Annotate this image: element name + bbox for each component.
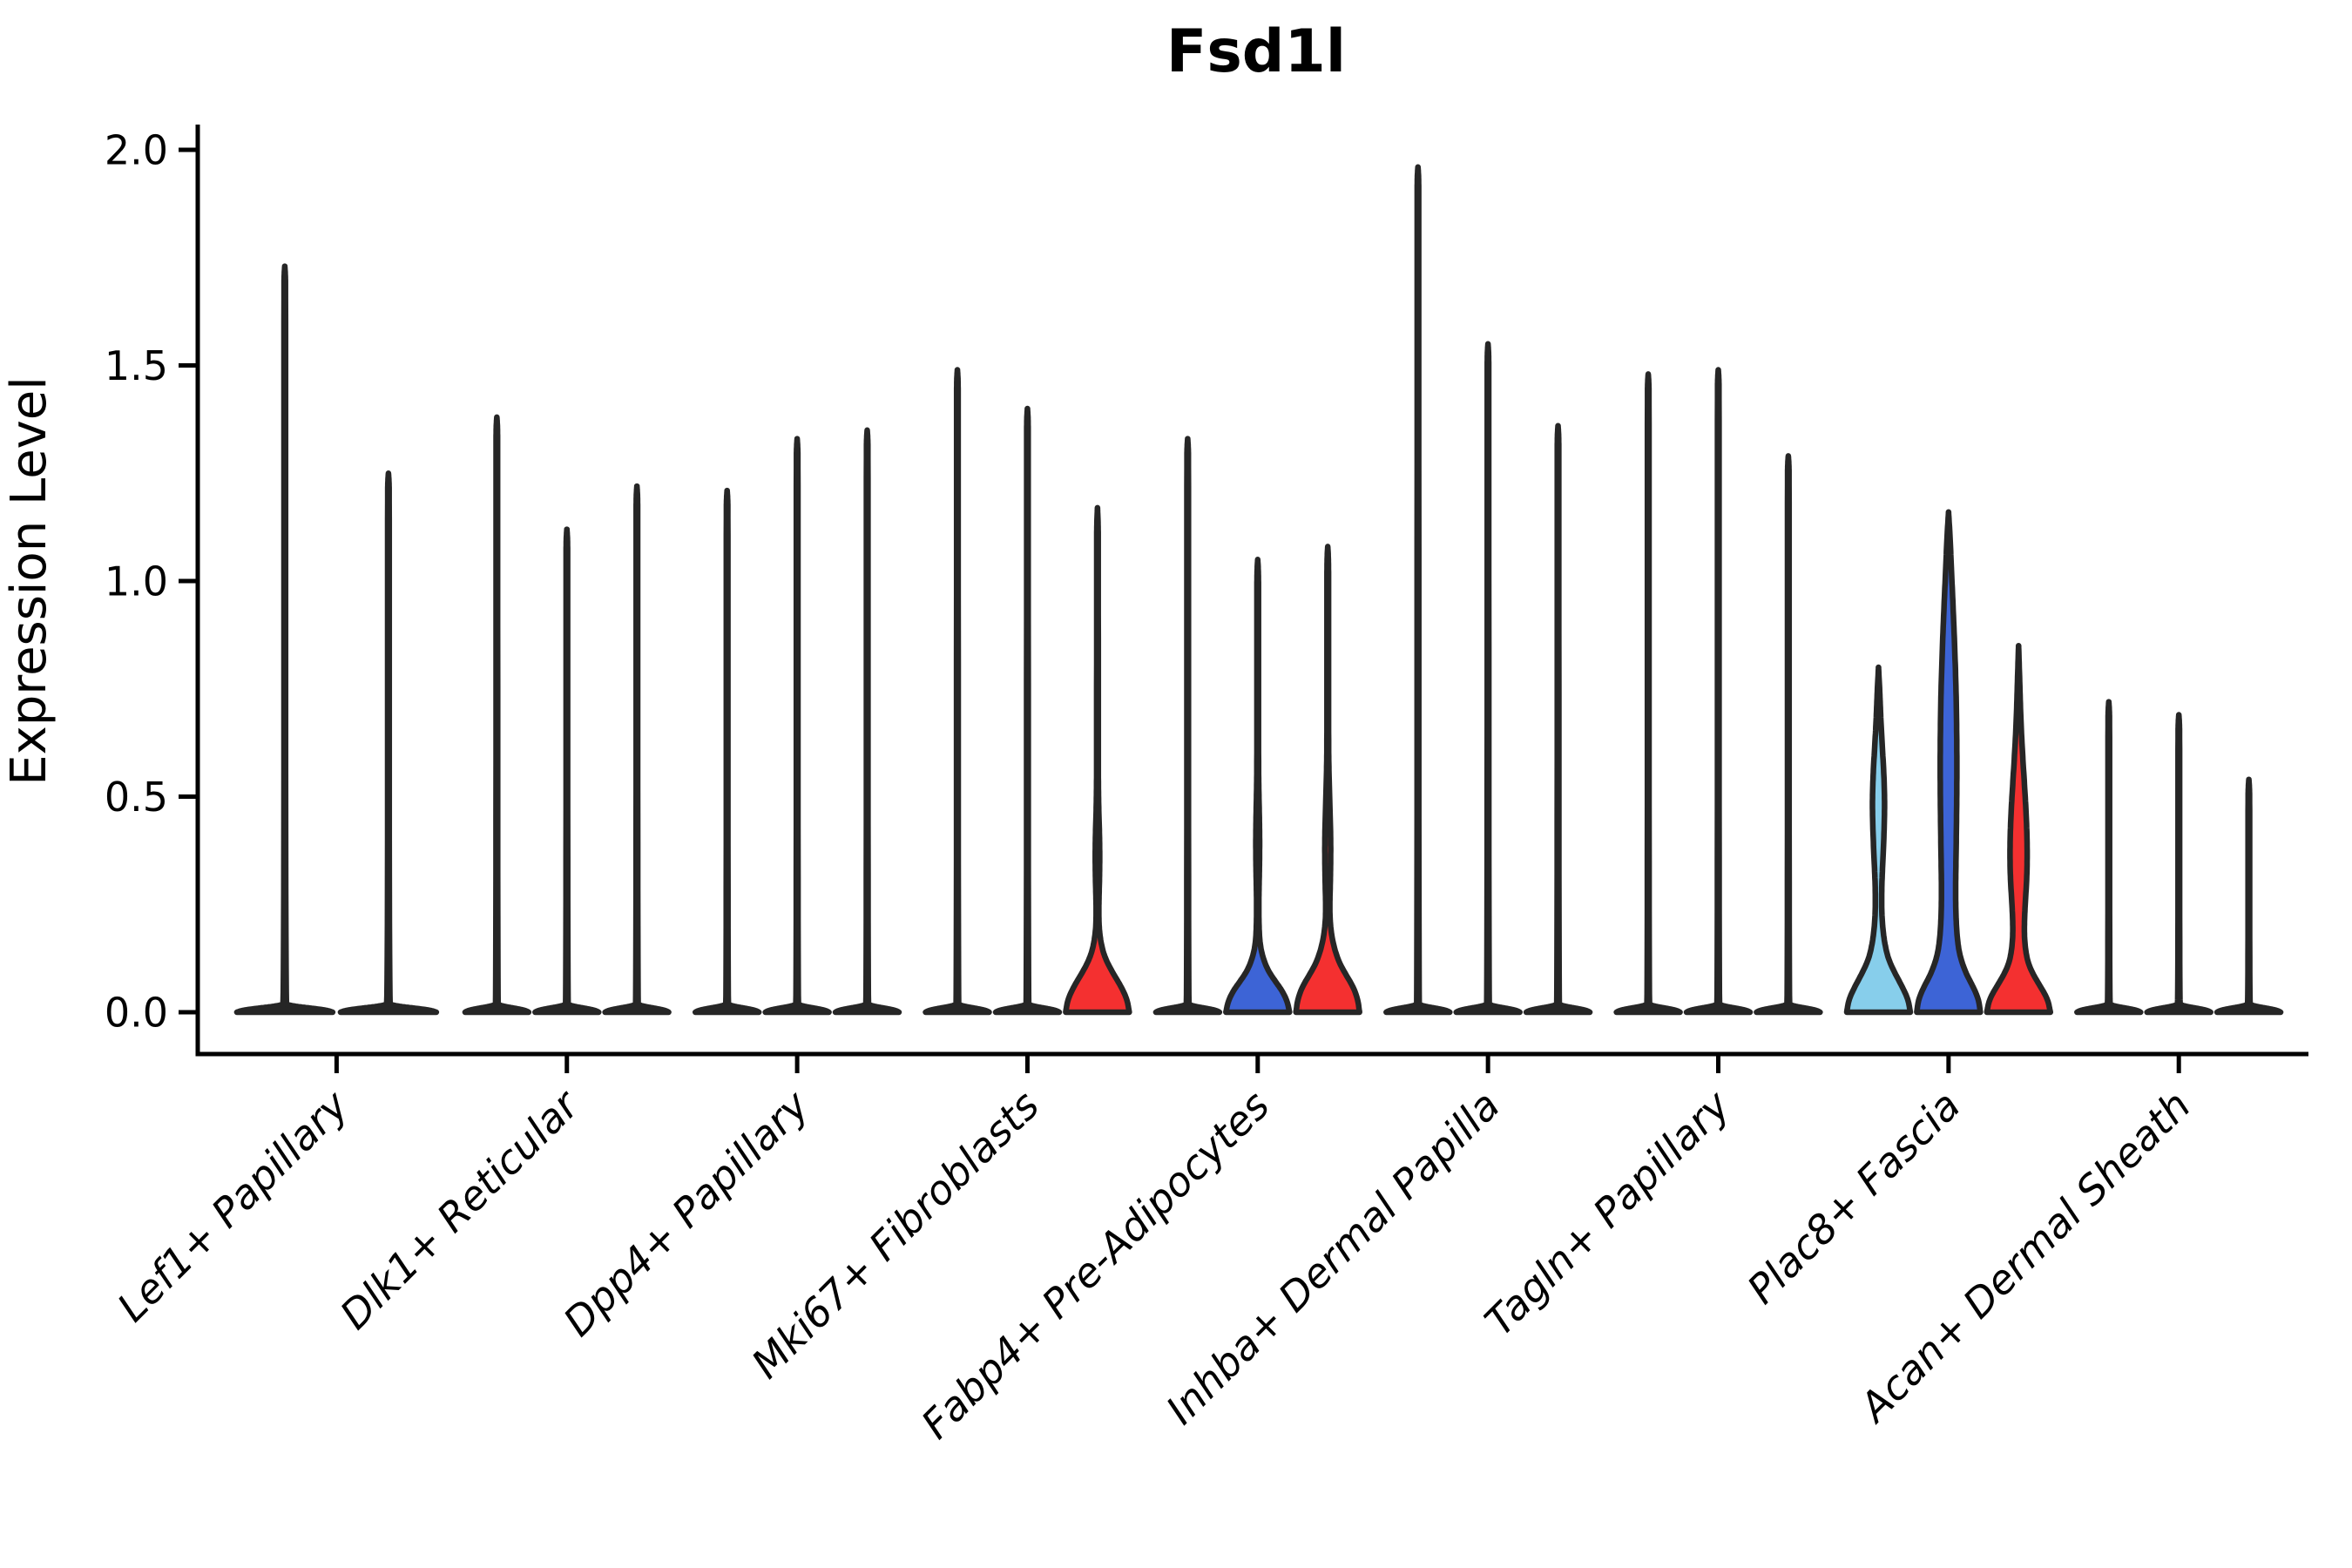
violins-layer <box>233 164 2284 1016</box>
x-tick-label: Lef1+ Papillary <box>108 1081 357 1330</box>
violin-dlk1-reticular-2 <box>532 526 602 1016</box>
violin-dpp4-papillary-3 <box>832 427 902 1016</box>
y-tick-label: 1.0 <box>105 558 168 605</box>
y-tick-label: 2.0 <box>105 127 168 174</box>
violin-fabp4-pre-adipocytes-3 <box>1293 544 1362 1016</box>
violin-inhba-dermal-papilla-1 <box>1383 164 1453 1016</box>
violin-mki67-fibroblasts-3 <box>1063 504 1132 1016</box>
y-tick-label: 1.5 <box>105 342 168 389</box>
violin-mki67-fibroblasts-2 <box>992 405 1063 1016</box>
x-tick-label: Dpp4+ Papillary <box>554 1081 818 1345</box>
violin-inhba-dermal-papilla-2 <box>1453 341 1523 1016</box>
violin-lef1-papillary-1 <box>233 263 336 1016</box>
violin-plac8-fascia-1 <box>1843 664 1914 1016</box>
x-tick-label: Plac8+ Fascia <box>1738 1082 1969 1313</box>
violin-dpp4-papillary-2 <box>762 436 832 1016</box>
violin-tagln-papillary-3 <box>1754 453 1823 1016</box>
x-tick-label: Dlk1+ Reticular <box>331 1079 590 1338</box>
violin-dlk1-reticular-1 <box>462 414 532 1016</box>
violin-plac8-fascia-3 <box>1984 643 2054 1016</box>
violin-inhba-dermal-papilla-3 <box>1523 422 1593 1016</box>
violin-fabp4-pre-adipocytes-2 <box>1223 557 1293 1016</box>
y-tick-label: 0.5 <box>105 774 168 821</box>
violin-acan-dermal-sheath-1 <box>2074 699 2144 1016</box>
violin-lef1-papillary-2 <box>337 470 440 1016</box>
violin-dpp4-papillary-1 <box>692 487 762 1016</box>
y-tick-label: 0.0 <box>105 990 168 1037</box>
violin-tagln-papillary-2 <box>1683 367 1754 1016</box>
violin-fabp4-pre-adipocytes-1 <box>1152 436 1223 1016</box>
violin-dlk1-reticular-3 <box>602 483 672 1016</box>
x-tick-label: Tagln+ Papillary <box>1476 1081 1740 1345</box>
violin-acan-dermal-sheath-2 <box>2144 712 2213 1016</box>
violin-plac8-fascia-2 <box>1914 509 1984 1016</box>
violin-mki67-fibroblasts-1 <box>923 367 992 1016</box>
y-axis-label: Expression Level <box>1 376 57 786</box>
violin-tagln-papillary-1 <box>1613 371 1683 1016</box>
plot-title: Fsd1l <box>1166 17 1346 86</box>
violin-acan-dermal-sheath-3 <box>2213 776 2284 1016</box>
